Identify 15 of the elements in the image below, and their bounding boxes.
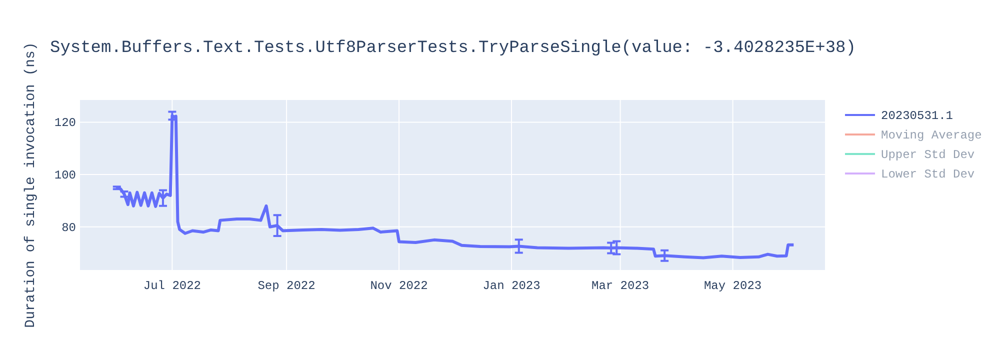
x-tick-label: Nov 2022	[370, 279, 428, 293]
y-tick-label: 80	[62, 220, 76, 235]
legend-label: 20230531.1	[881, 109, 954, 123]
legend-label: Upper Std Dev	[881, 148, 975, 162]
y-tick-label: 120	[54, 116, 76, 130]
y-tick-label: 100	[54, 168, 76, 183]
x-tick-label: Sep 2022	[258, 279, 316, 293]
legend-label: Moving Average	[881, 128, 982, 142]
x-tick-label: May 2023	[704, 279, 762, 293]
x-tick-label: Jul 2022	[143, 279, 202, 293]
y-axis-title: Duration of single invocation (ns)	[23, 42, 39, 328]
x-tick-label: Mar 2023	[592, 279, 650, 293]
chart-title: System.Buffers.Text.Tests.Utf8ParserTests.TryParseSingle(value: -3.4028235E+38)	[50, 39, 856, 58]
x-tick-label: Jan 2023	[482, 279, 540, 293]
legend-label: Lower Std Dev	[881, 168, 975, 182]
